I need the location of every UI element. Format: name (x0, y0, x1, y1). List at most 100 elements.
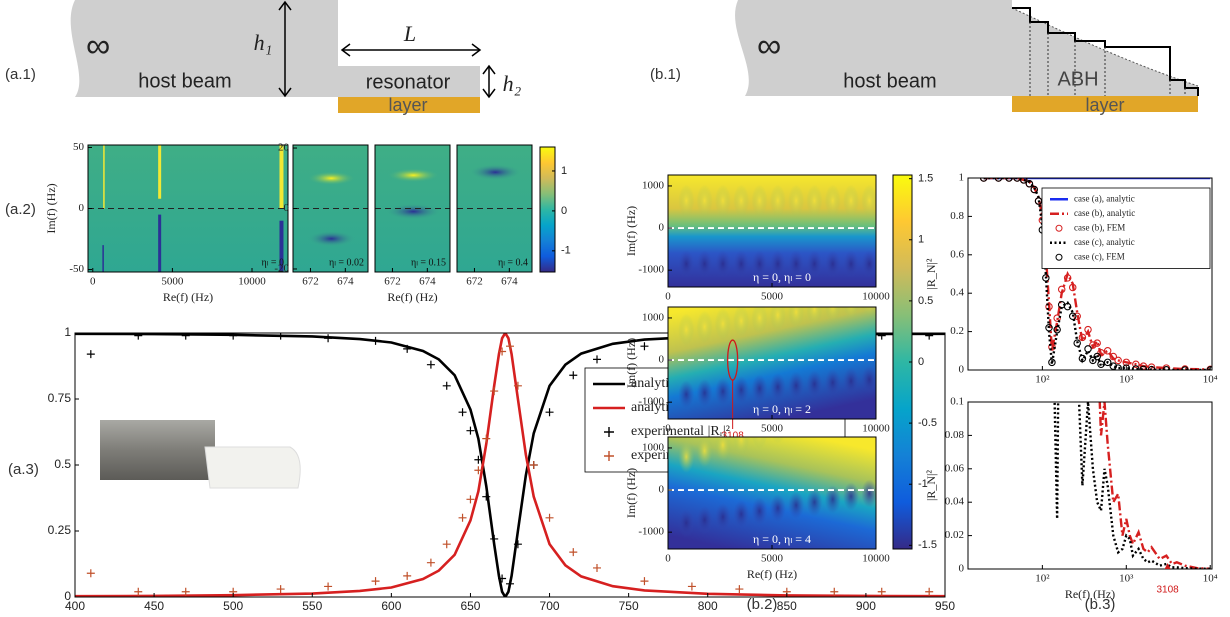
zero (307, 230, 356, 247)
wave-up (843, 184, 860, 217)
plus-marker (529, 461, 538, 469)
plus-marker (490, 387, 499, 396)
wave-up (824, 307, 841, 323)
plus-marker (403, 344, 412, 353)
circle-marker (1103, 358, 1112, 367)
plot-frame (456, 144, 533, 273)
y-tick-label: -1000 (638, 396, 664, 408)
wave-down (678, 380, 695, 409)
wave-up (751, 307, 768, 334)
highlight-label: 3108 (722, 431, 745, 442)
plus-marker (593, 355, 601, 364)
x-axis-label: Re(f) (Hz) (163, 290, 213, 304)
step-lines (1029, 22, 1186, 96)
circle-marker (1019, 178, 1028, 184)
annotation: ηₗ = 0.15 (411, 257, 446, 268)
zero-streak (279, 220, 284, 272)
y-tick-label: 1 (64, 325, 71, 339)
wave-up (771, 437, 785, 444)
circle-marker (1068, 283, 1077, 292)
y-tick-label: 0 (79, 202, 85, 214)
colorbar-tick-label: 1.5 (918, 173, 933, 185)
colorbar-tick-label: 0 (561, 205, 567, 217)
wave-down (751, 249, 768, 278)
layer-shape (1012, 96, 1198, 112)
infinity: ∞ (757, 27, 781, 65)
heatmap-field (375, 145, 450, 272)
legend-label: case (c), FEM (1074, 251, 1125, 261)
y-tick-label: 0.1 (950, 396, 964, 408)
series-line (1053, 402, 1211, 569)
pole (387, 168, 440, 183)
zero (385, 203, 442, 220)
wave-down (824, 368, 841, 397)
zero-streak (158, 214, 162, 272)
x-tick-label: 700 (540, 599, 560, 613)
circle-marker (1109, 362, 1118, 370)
circle-marker (1084, 345, 1092, 353)
plus-marker (229, 333, 238, 340)
circle-marker (1103, 347, 1112, 355)
wave-up (769, 307, 786, 331)
circle-marker (1147, 363, 1156, 370)
y-tick-label: 0 (284, 202, 290, 214)
resonator-label: resonator (366, 71, 451, 93)
colorbar-tick-label: 1 (918, 234, 924, 246)
circle-marker (1063, 274, 1072, 282)
plus-marker (371, 577, 380, 586)
y-tick-label: 0.25 (48, 523, 72, 537)
plus-marker (482, 434, 491, 443)
wave-up (824, 184, 841, 217)
circle-marker (1045, 324, 1053, 332)
beam-shape (70, 0, 481, 97)
colorbar-tick-label: -1 (561, 245, 571, 257)
circle-marker (1089, 356, 1097, 365)
x-tick-label: 850 (777, 599, 797, 613)
layer-shape (338, 97, 480, 113)
wave-up (696, 310, 713, 343)
y-tick-label: 20 (278, 142, 290, 154)
heatmap-field (457, 145, 532, 272)
zero (469, 164, 522, 181)
wave-down (751, 374, 768, 403)
wave-up (714, 184, 731, 217)
wave-down (696, 378, 713, 407)
plot-area (1053, 402, 1211, 569)
circle-marker (1042, 274, 1050, 282)
x-tick-label: 10⁴ (1203, 374, 1218, 386)
y-tick-label: 0.8 (950, 210, 964, 222)
plus-marker (569, 548, 578, 557)
plus-marker (569, 371, 578, 380)
plus-marker (545, 408, 554, 417)
x-tick-label: 672 (302, 276, 319, 288)
plus-marker (181, 587, 190, 596)
heatmap-field (88, 145, 288, 272)
y-tick-label: -50 (69, 263, 84, 275)
legend-box (1041, 187, 1211, 269)
annotation: ηₗ = 0.02 (329, 257, 364, 268)
x-axis-label: Re(f) (Hz) (1065, 587, 1115, 601)
circle-marker (1093, 352, 1101, 361)
plus-marker (458, 408, 467, 417)
x-tick-label: 674 (337, 276, 354, 288)
wave-down (788, 249, 805, 278)
wave-down (733, 500, 750, 529)
photo-foam (204, 446, 301, 489)
wave-down (788, 371, 805, 400)
y-tick-label: 50 (73, 141, 85, 153)
x-tick-label: 5000 (161, 276, 184, 288)
circle-marker (1057, 285, 1066, 294)
plot-area (979, 178, 1212, 370)
wave-down (714, 377, 731, 406)
plus-marker (687, 582, 696, 591)
colorbar-tick-label: -1 (918, 478, 928, 490)
x-tick-label: 600 (381, 599, 401, 613)
circle-marker (1078, 333, 1087, 342)
y-tick-label: -1000 (638, 264, 664, 276)
circle-marker (1132, 360, 1140, 368)
wave-down (769, 249, 786, 278)
x-tick-label: 5000 (761, 553, 784, 565)
y-tick-label: 0.5 (54, 457, 71, 471)
circle-marker (1109, 352, 1118, 361)
wave-up (714, 437, 731, 461)
